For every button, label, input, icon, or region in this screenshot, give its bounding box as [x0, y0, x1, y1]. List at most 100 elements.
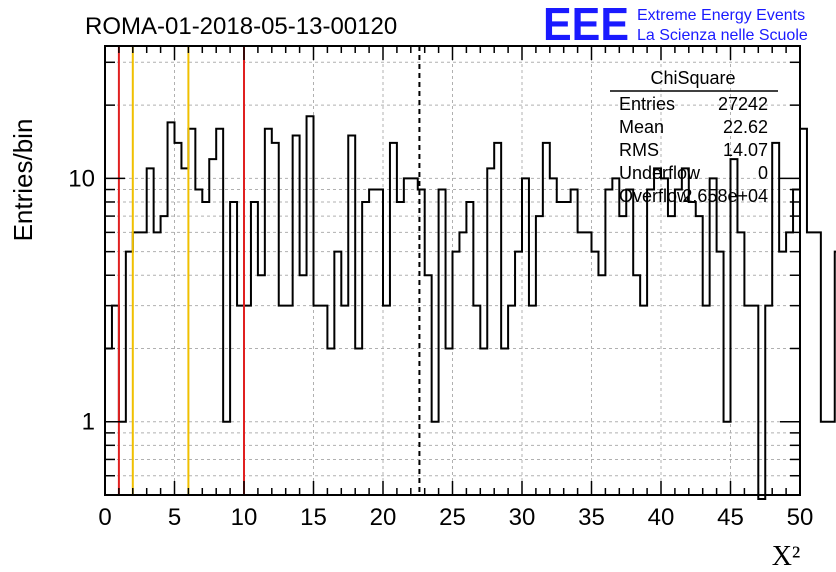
- histogram-bin: [828, 422, 835, 495]
- histogram-bin: [571, 190, 578, 495]
- histogram-bin: [821, 422, 828, 495]
- histogram-bin: [480, 348, 487, 495]
- stats-value: 27242: [718, 94, 768, 114]
- x-tick-label: 25: [439, 504, 466, 531]
- histogram-bin: [286, 306, 293, 495]
- x-tick-label: 15: [300, 504, 327, 531]
- histogram-outline: [105, 115, 836, 500]
- histogram-bin: [543, 143, 550, 495]
- stats-label: Underflow: [619, 163, 701, 183]
- histogram-bin: [425, 275, 432, 495]
- histogram-bin: [209, 159, 216, 495]
- x-tick-label: 35: [578, 504, 605, 531]
- x-tick-label: 45: [717, 504, 744, 531]
- x-tick-label: 20: [370, 504, 397, 531]
- histogram-bin: [807, 232, 814, 495]
- stats-value: 14.07: [723, 140, 768, 160]
- histogram-bin: [459, 232, 466, 495]
- histogram-bin: [265, 129, 272, 495]
- histogram-bin: [696, 216, 703, 495]
- histogram-bin: [258, 275, 265, 495]
- histogram-bin: [411, 178, 418, 495]
- histogram-bin: [175, 143, 182, 495]
- histogram-bin: [432, 422, 439, 495]
- stats-label: Entries: [619, 94, 675, 114]
- histogram-bin: [793, 190, 800, 495]
- histogram-bin: [717, 252, 724, 495]
- histogram-bin: [501, 348, 508, 495]
- histogram-bin: [654, 168, 661, 495]
- histogram-bin: [112, 306, 119, 495]
- histogram-bin: [300, 275, 307, 495]
- histogram-bin: [536, 216, 543, 495]
- histogram-bin: [800, 129, 807, 495]
- histogram-bin: [439, 190, 446, 495]
- histogram-bin: [453, 252, 460, 495]
- histogram-bin: [216, 129, 223, 495]
- eee-logo: EEE Extreme Energy Events La Scienza nel…: [543, 0, 808, 50]
- histogram-bin: [598, 275, 605, 495]
- stats-value: 2.658e+04: [682, 186, 768, 206]
- histogram-bin: [522, 178, 529, 495]
- histogram-bin: [585, 232, 592, 495]
- histogram-bin: [293, 136, 300, 495]
- histogram-bin: [744, 306, 751, 495]
- grid-lines: [105, 46, 800, 495]
- stats-title: ChiSquare: [650, 68, 735, 88]
- x-tick-label: 30: [509, 504, 536, 531]
- chart-title: ROMA-01-2018-05-13-00120: [85, 13, 397, 40]
- histogram-bin: [724, 422, 731, 495]
- histogram-bin: [279, 306, 286, 495]
- stats-value: 22.62: [723, 117, 768, 137]
- eee-logo-mark: EEE: [543, 0, 629, 50]
- histogram-bin: [487, 168, 494, 495]
- histogram-bin: [320, 306, 327, 495]
- stats-box: ChiSquare Entries 27242 Mean 22.62 RMS 14.07 U…: [610, 68, 778, 206]
- histogram-bin: [605, 190, 612, 495]
- histogram-bin: [640, 306, 647, 495]
- histogram-bin: [703, 306, 710, 495]
- histogram-bin: [508, 306, 515, 495]
- x-axis-label: X²: [772, 541, 801, 572]
- histogram-bin: [307, 116, 314, 495]
- histogram-bin: [154, 232, 161, 495]
- plot-frame: [104, 45, 801, 496]
- histogram-bin: [251, 202, 258, 495]
- eee-logo-line2: La Scienza nelle Scuole: [637, 27, 808, 44]
- histogram-bin: [244, 306, 251, 495]
- histogram-bin: [494, 143, 501, 495]
- histogram-bin: [223, 422, 230, 495]
- histogram-bin: [133, 232, 140, 495]
- histogram-bin: [668, 216, 675, 495]
- histogram-bin: [181, 168, 188, 495]
- histogram-bin: [237, 306, 244, 495]
- histogram-bin: [661, 178, 668, 495]
- stats-label: RMS: [619, 140, 659, 160]
- histogram-bin: [376, 190, 383, 495]
- histogram-bin: [612, 178, 619, 495]
- histogram-bin: [147, 168, 154, 495]
- histogram-bin: [731, 159, 738, 495]
- histogram-bin: [689, 202, 696, 495]
- histogram-bin: [230, 202, 237, 495]
- histogram-bin: [348, 136, 355, 495]
- histogram-bin: [786, 232, 793, 495]
- histogram-bin: [578, 232, 585, 495]
- histogram-bin: [710, 178, 717, 495]
- histogram-bin: [626, 190, 633, 495]
- histogram-bin: [446, 348, 453, 495]
- histogram-bin: [592, 252, 599, 495]
- histogram-bin: [341, 306, 348, 495]
- histogram-bin: [362, 202, 369, 495]
- y-tick-label: 1: [82, 409, 95, 436]
- histogram-bin: [682, 168, 689, 495]
- y-tick-label: 10: [68, 165, 95, 192]
- histogram-bin: [466, 202, 473, 495]
- x-tick-label: 0: [98, 504, 111, 531]
- histogram-bin: [779, 252, 786, 495]
- histogram-bin: [404, 178, 411, 495]
- x-tick-label: 40: [648, 504, 675, 531]
- x-tick-labels: 0 5 10 15 20 25 30 35 40 45 50: [98, 504, 813, 531]
- histogram-bin: [772, 143, 779, 495]
